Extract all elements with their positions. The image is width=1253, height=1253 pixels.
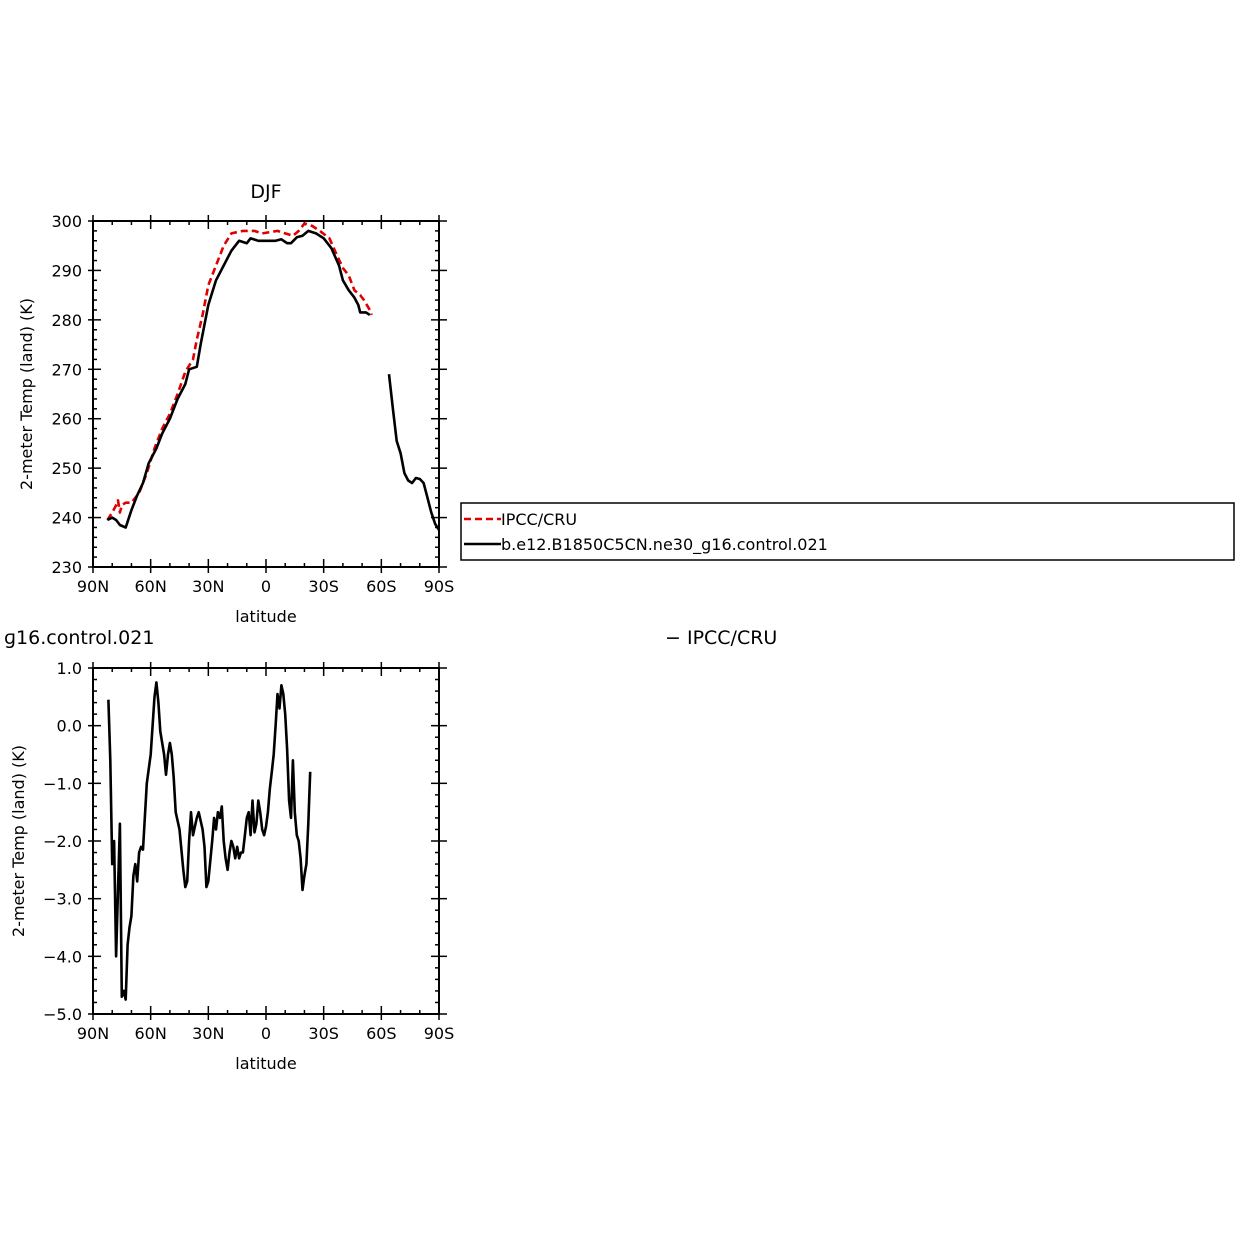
x-tick-label: 30N xyxy=(192,1024,224,1043)
legend: IPCC/CRU b.e12.B1850C5CN.ne30_g16.contro… xyxy=(460,502,1235,561)
y-tick-label: −2.0 xyxy=(43,832,82,851)
axis-ticks: 90N 60N 30N 0 30S 60S 90S 230 240 250 260 270 280 290… xyxy=(51,212,454,596)
y-axis-label: 2-meter Temp (land) (K) xyxy=(17,298,36,490)
panel-title-left: ɡ16.control.021 xyxy=(4,627,154,649)
x-tick-label: 60N xyxy=(135,577,167,596)
x-tick-label: 30S xyxy=(308,1024,339,1043)
y-tick-label: 0.0 xyxy=(57,717,82,736)
x-tick-label: 30S xyxy=(308,577,339,596)
y-tick-label: 230 xyxy=(51,558,82,577)
plot-frame xyxy=(92,667,440,1015)
x-tick-label: 0 xyxy=(261,1024,271,1043)
x-tick-label: 30N xyxy=(192,577,224,596)
series-lines xyxy=(107,681,312,1001)
y-tick-label: 260 xyxy=(51,410,82,429)
legend-label-model: b.e12.B1850C5CN.ne30_g16.control.021 xyxy=(501,535,828,555)
model-series-line xyxy=(387,374,441,531)
model-series-line xyxy=(107,681,312,1001)
x-tick-label: 60S xyxy=(366,1024,397,1043)
y-tick-label: 290 xyxy=(51,261,82,280)
y-tick-label: −3.0 xyxy=(43,890,82,909)
y-tick-label: −5.0 xyxy=(43,1005,82,1024)
difference-panel: ɡ16.control.021 − IPCC/CRU 90N 60N 30N 0 30S… xyxy=(4,627,777,1073)
axis-ticks: 90N 60N 30N 0 30S 60S 90S −5.0 −4.0 −3.0 −2.0 −1.0 0… xyxy=(43,659,454,1043)
y-tick-label: 280 xyxy=(51,311,82,330)
x-tick-label: 60S xyxy=(366,577,397,596)
model-series-line xyxy=(106,229,371,529)
panel-title: DJF xyxy=(250,181,281,203)
legend-label-obs: IPCC/CRU xyxy=(501,510,577,529)
x-tick-label: 90S xyxy=(424,577,455,596)
x-tick-label: 60N xyxy=(135,1024,167,1043)
y-axis-label: 2-meter Temp (land) (K) xyxy=(9,745,28,937)
plot-frame xyxy=(92,220,440,568)
y-tick-label: 1.0 xyxy=(57,659,82,678)
y-tick-label: 270 xyxy=(51,360,82,379)
x-axis-label: latitude xyxy=(235,1054,296,1073)
y-tick-label: 240 xyxy=(51,509,82,528)
x-tick-label: 0 xyxy=(261,577,271,596)
panel-title-right: − IPCC/CRU xyxy=(665,627,777,649)
x-axis-label: latitude xyxy=(235,607,296,626)
djf-temperature-panel: DJF 90N 60N 30N 0 30S 60S 90S 230 240 250 260 270 28… xyxy=(17,181,454,626)
obs-series-line xyxy=(106,222,373,521)
series-lines xyxy=(106,222,441,531)
x-tick-label: 90N xyxy=(77,1024,109,1043)
x-tick-label: 90N xyxy=(77,577,109,596)
legend-frame xyxy=(460,502,1235,561)
x-tick-label: 90S xyxy=(424,1024,455,1043)
y-tick-label: 250 xyxy=(51,459,82,478)
y-tick-label: −1.0 xyxy=(43,774,82,793)
y-tick-label: −4.0 xyxy=(43,947,82,966)
y-tick-label: 300 xyxy=(51,212,82,231)
